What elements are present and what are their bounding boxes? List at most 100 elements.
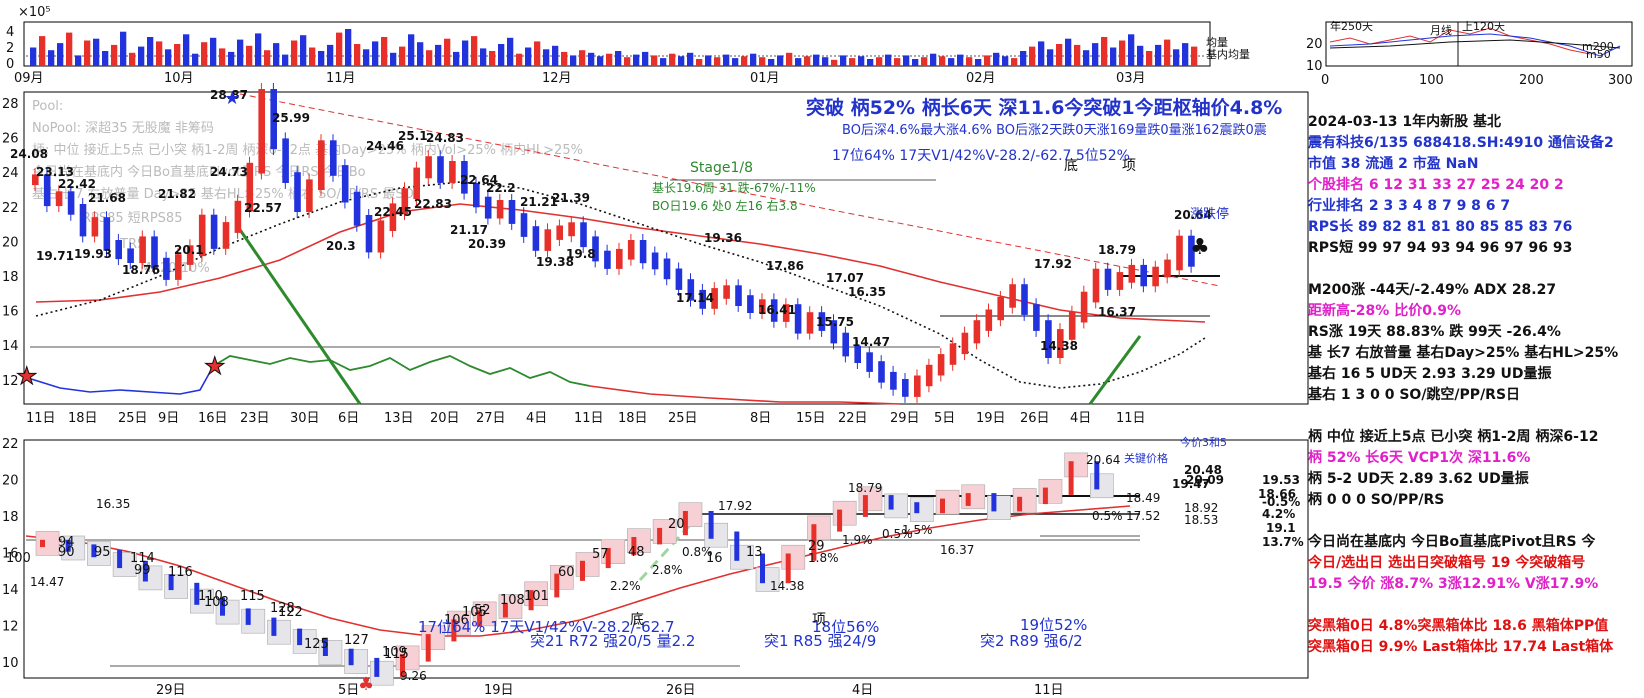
volume-bar bbox=[813, 54, 820, 66]
candle-body bbox=[657, 527, 663, 545]
volume-ytick-0: 0 bbox=[6, 57, 14, 72]
box-number: 99 bbox=[134, 563, 151, 578]
candle-body bbox=[163, 257, 170, 280]
candle-body bbox=[940, 498, 945, 514]
candle-body bbox=[194, 582, 200, 605]
volume-bar bbox=[381, 37, 388, 66]
candle-body bbox=[759, 299, 766, 313]
volume-bar bbox=[435, 44, 442, 66]
volume-bar bbox=[327, 44, 334, 66]
volume-bar bbox=[462, 40, 469, 66]
lower-label: 16.35 bbox=[96, 497, 130, 511]
price-xtick: 18日 bbox=[68, 411, 98, 426]
box-number: 100 bbox=[6, 551, 31, 566]
volume-bar bbox=[750, 53, 757, 66]
candle-body bbox=[389, 203, 397, 231]
candle-body bbox=[245, 608, 251, 625]
price-ytick: 18 bbox=[2, 270, 19, 285]
price-label: 22.42 bbox=[58, 177, 96, 191]
volume-bar bbox=[696, 59, 703, 66]
info-row: 柄 中位 接近上5点 已小突 柄1-2周 柄深6-12 bbox=[1308, 429, 1599, 445]
box-rect bbox=[267, 619, 291, 645]
candle-body bbox=[580, 222, 587, 248]
lower-label: 18.79 bbox=[848, 481, 882, 495]
box-number: 116 bbox=[168, 565, 193, 580]
lower-frame bbox=[23, 439, 1309, 679]
volume-bar bbox=[264, 50, 271, 66]
info-row: 距新高-28% 比价0.9% bbox=[1308, 303, 1462, 319]
price-label: 18.79 bbox=[1098, 243, 1136, 257]
volume-bar bbox=[1038, 41, 1045, 66]
candle-body bbox=[580, 560, 585, 581]
candle-body bbox=[294, 172, 301, 212]
volume-bar bbox=[768, 59, 775, 66]
volume-bar bbox=[534, 41, 541, 66]
price-xaxis: 11日 18日 25日 9日 16日 23日 30日 6日 13日 20日 27日 4日 11日 18日 2… bbox=[26, 411, 1146, 426]
candle-body bbox=[760, 553, 765, 584]
price-xtick: 16日 bbox=[198, 411, 228, 426]
trend-line-red bbox=[239, 93, 1221, 287]
price-label: 20.39 bbox=[468, 237, 506, 251]
price-xtick: 29日 bbox=[890, 411, 920, 426]
lower-label: 0.5% bbox=[882, 527, 913, 541]
month-label: 03月 bbox=[1116, 71, 1146, 86]
volume-bar bbox=[543, 49, 550, 66]
price-label: 19.71 bbox=[36, 249, 74, 263]
volume-bar bbox=[93, 38, 100, 66]
volume-bar bbox=[84, 40, 91, 66]
candle-body bbox=[1128, 264, 1136, 283]
box-rect bbox=[1090, 473, 1114, 499]
lower-label: 9.26 bbox=[400, 669, 427, 683]
box-number: 57 bbox=[592, 547, 609, 562]
candle-body bbox=[1104, 268, 1112, 290]
box-rect bbox=[935, 489, 960, 515]
volume-bar bbox=[1119, 40, 1126, 66]
box-number: 108 bbox=[204, 595, 229, 610]
info-row: 突黑箱0日 9.9% Last箱体比 17.74 Last箱体 bbox=[1308, 639, 1614, 655]
candle-body bbox=[604, 250, 611, 269]
candle-body bbox=[91, 217, 99, 237]
box-number: 90 bbox=[58, 545, 75, 560]
candle-body bbox=[234, 200, 242, 233]
volume-bar bbox=[705, 55, 712, 66]
base-annotation: 基长19.6周 31 跌-67%/-11% bbox=[652, 180, 816, 195]
price-xtick: 5日 bbox=[934, 411, 955, 426]
lower-ma-red bbox=[25, 505, 1131, 637]
price-xtick: 4日 bbox=[1070, 411, 1091, 426]
volume-bar bbox=[948, 58, 955, 66]
box-number: 101 bbox=[524, 589, 549, 604]
box-number: 48 bbox=[628, 545, 645, 560]
price-xtick: 23日 bbox=[240, 411, 270, 426]
candle-body bbox=[168, 574, 174, 591]
info-row bbox=[1308, 511, 1644, 532]
info-row: 柄 0 0 0 SO/PP/RS bbox=[1308, 492, 1445, 508]
mini-ytick: 10 bbox=[1306, 59, 1323, 74]
info-row: 个股排名 6 12 31 33 27 25 24 20 2 bbox=[1308, 177, 1564, 193]
volume-bar bbox=[957, 54, 964, 66]
lower-label: 0.5% bbox=[1092, 509, 1123, 523]
price-label: 18.76 bbox=[122, 263, 160, 277]
candle-body bbox=[1068, 461, 1074, 495]
box-rect bbox=[781, 544, 806, 570]
candle-body bbox=[1140, 264, 1147, 287]
volume-bar bbox=[498, 44, 505, 66]
info-row: RPS长 89 82 81 81 80 85 85 83 76 bbox=[1308, 219, 1573, 235]
candle-body bbox=[306, 179, 313, 212]
trend-line-green bbox=[1088, 335, 1142, 405]
volume-bar bbox=[273, 43, 280, 66]
lower-label: 17.92 bbox=[718, 499, 752, 513]
ma-red-line bbox=[35, 203, 1206, 323]
candle-body bbox=[365, 215, 373, 253]
candle-body bbox=[451, 619, 457, 642]
candle-body bbox=[811, 524, 817, 561]
rs-line-red bbox=[589, 385, 901, 405]
volume-bar bbox=[1146, 51, 1153, 66]
price-panel: 28 26 24 22 20 18 16 14 12 11日 18日 25日 9日 16日 23日 30日 6… bbox=[2, 83, 1309, 426]
candle-body bbox=[400, 654, 405, 677]
candle-body bbox=[747, 295, 754, 313]
candle-body bbox=[322, 637, 328, 656]
candle-body bbox=[830, 320, 838, 344]
price-candles bbox=[32, 83, 1195, 403]
box-number: 110 bbox=[198, 589, 223, 604]
